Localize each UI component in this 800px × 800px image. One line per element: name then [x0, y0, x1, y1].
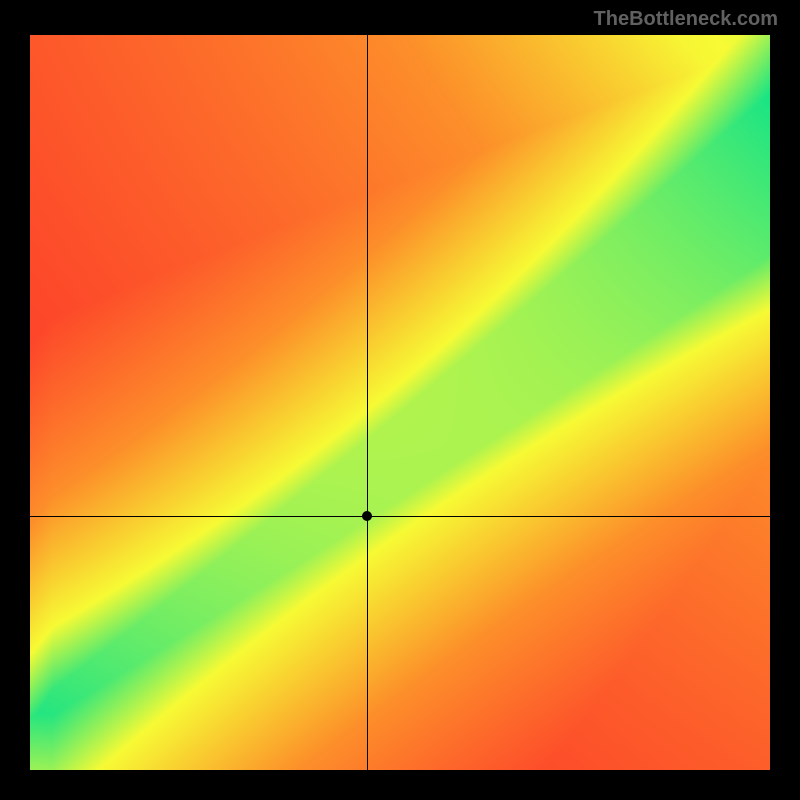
crosshair-horizontal — [30, 516, 770, 517]
crosshair-marker — [362, 511, 372, 521]
crosshair-vertical — [367, 35, 368, 770]
heatmap-canvas — [30, 35, 770, 770]
heatmap-plot — [30, 35, 770, 770]
watermark-label: TheBottleneck.com — [594, 8, 778, 31]
